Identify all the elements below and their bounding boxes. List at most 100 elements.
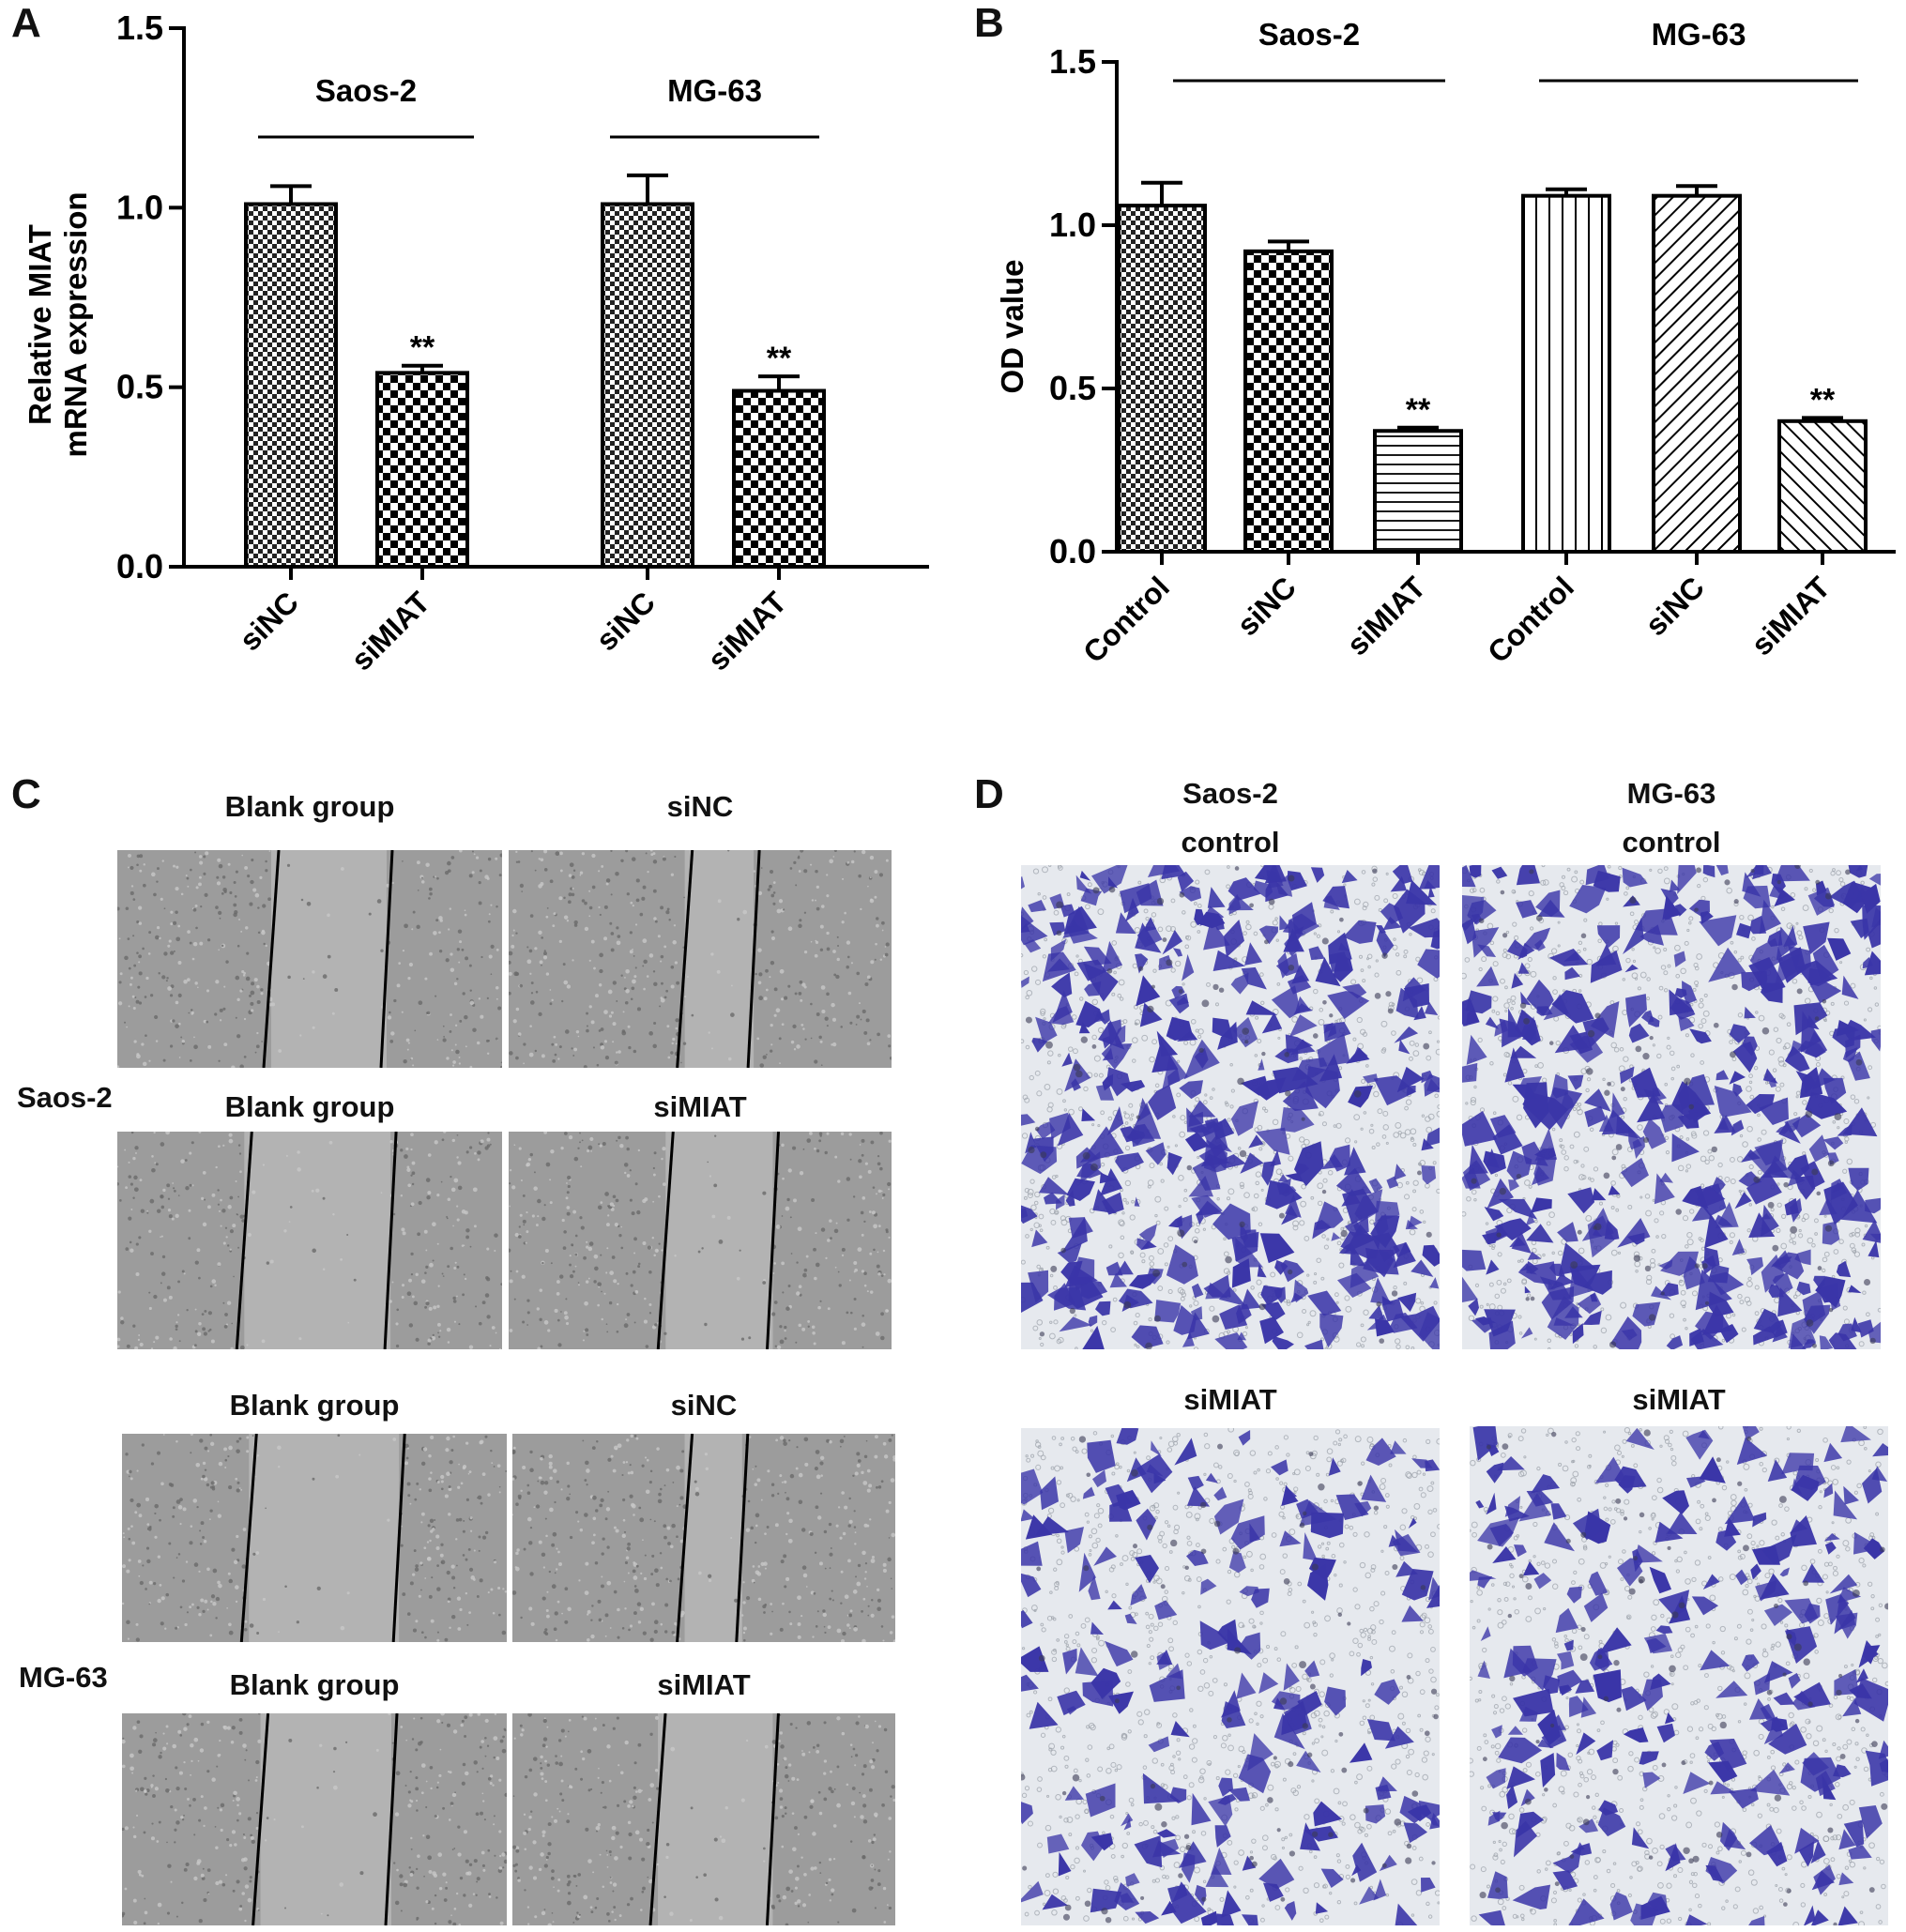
stained-cell [1280, 1107, 1315, 1133]
stained-cell [1373, 1879, 1387, 1901]
stained-cell [1259, 1316, 1284, 1345]
stained-cell [1504, 1496, 1520, 1517]
stained-cell [1395, 1903, 1418, 1925]
stained-cell [1749, 1825, 1784, 1856]
stained-cell [1354, 1189, 1383, 1223]
scratch-image [509, 850, 892, 1068]
stained-cell [1530, 1197, 1552, 1213]
stained-cell [1042, 1894, 1069, 1910]
scratch-image [512, 1713, 895, 1925]
stained-cell [1136, 1238, 1150, 1250]
stained-cell [1533, 1573, 1552, 1590]
bar-chart-b: 0.0 0.5 1.0 1.5 OD value Control siNC ** siMIAT C… [995, 17, 1896, 669]
stained-cell [1842, 1697, 1862, 1717]
y-tick-label: 0.0 [116, 547, 163, 586]
stained-cell [1667, 1512, 1698, 1534]
stained-cell [1021, 906, 1034, 931]
stained-cell [1279, 1530, 1302, 1547]
scratch-edge-line [239, 1434, 258, 1642]
stained-cell [1703, 1247, 1720, 1267]
stained-cell [1413, 1006, 1426, 1021]
stained-cell [1394, 1164, 1407, 1180]
stained-cell [1580, 1696, 1597, 1718]
stained-cell [1259, 1233, 1295, 1264]
stained-cell [1095, 1084, 1115, 1101]
stained-cell [1652, 1088, 1667, 1103]
stained-cell [1470, 1570, 1497, 1581]
stained-cell [1491, 866, 1508, 879]
stained-cell [1177, 1030, 1198, 1042]
y-tick-label: 1.0 [1049, 205, 1096, 244]
scratch-gap [684, 1434, 742, 1642]
stained-cell [1179, 886, 1202, 902]
stained-cell [1588, 1571, 1609, 1596]
stained-cell [1475, 1499, 1485, 1509]
stained-cell [1567, 1187, 1595, 1214]
stained-cell [1691, 1203, 1714, 1222]
stained-cell [1594, 1648, 1609, 1672]
stained-cell [1079, 870, 1091, 881]
stained-cell [1283, 928, 1304, 952]
stained-cell [1401, 1569, 1434, 1601]
stained-cell [1525, 1212, 1535, 1226]
stained-cell [1624, 964, 1639, 973]
stained-cell [1421, 1138, 1434, 1151]
stained-cell [1522, 1561, 1540, 1576]
stained-cell [1656, 1723, 1675, 1743]
scratch-edge-line [235, 1132, 253, 1349]
stained-cell [1064, 1527, 1084, 1554]
stained-cell [1666, 1335, 1684, 1349]
stained-cell [1158, 954, 1173, 970]
stained-cell [1823, 1181, 1858, 1225]
stained-cell [1227, 877, 1261, 901]
stained-cell [1253, 1077, 1287, 1101]
stained-cell [1319, 1313, 1344, 1348]
stained-cell [1486, 1768, 1506, 1789]
stained-cell [1773, 1692, 1795, 1706]
stained-cell [1489, 1115, 1517, 1138]
stained-cell [1245, 1000, 1278, 1015]
stained-cell [1498, 1737, 1543, 1764]
y-axis-label: Relative MIAT [23, 224, 57, 425]
stained-cell [1066, 1706, 1077, 1715]
transwell-title: MG-63 control [1462, 769, 1881, 867]
stained-cell [1212, 950, 1246, 971]
stained-cell [1790, 1515, 1817, 1547]
stained-cell [1741, 971, 1762, 992]
stained-cell [1637, 1093, 1666, 1123]
stained-cell [1021, 1802, 1033, 1825]
stained-cell [1376, 930, 1395, 958]
y-tick-label: 1.5 [116, 8, 163, 47]
stained-cell [1729, 1024, 1751, 1043]
stained-cell [1398, 1039, 1410, 1055]
stained-cell [1285, 1034, 1314, 1055]
stained-cell [1374, 1679, 1401, 1705]
stained-cell [1288, 1014, 1318, 1038]
stained-cell [1203, 1274, 1231, 1298]
y-tick-label: 1.5 [1049, 42, 1096, 81]
stained-cell [1724, 1517, 1741, 1537]
stained-cell [1056, 1194, 1065, 1210]
stained-cell [1100, 1168, 1123, 1196]
stained-cell [1107, 1019, 1122, 1047]
stained-cell [1365, 1804, 1386, 1824]
stained-cell [1494, 1020, 1508, 1037]
scratch-edge-line [391, 1434, 406, 1642]
stained-cell [1059, 1316, 1092, 1332]
stained-cell [1486, 1259, 1500, 1275]
group-label: MG-63 [1652, 17, 1746, 52]
stained-cell [1021, 1509, 1035, 1522]
stained-cell [1308, 946, 1325, 961]
row-label-saos2: Saos-2 [17, 1081, 113, 1114]
stained-cell [1715, 865, 1729, 875]
stained-cell [1762, 1068, 1778, 1084]
stained-cell [1271, 985, 1301, 1019]
stained-cell [1671, 1081, 1712, 1120]
stained-cell [1213, 1486, 1227, 1501]
stained-cell [1777, 947, 1807, 983]
stained-cell [1406, 879, 1438, 905]
stained-cell [1051, 972, 1073, 997]
stained-cell [1304, 1826, 1338, 1842]
transwell-title-line1: Saos-2 [1182, 777, 1278, 810]
stained-cell [1512, 1884, 1551, 1909]
